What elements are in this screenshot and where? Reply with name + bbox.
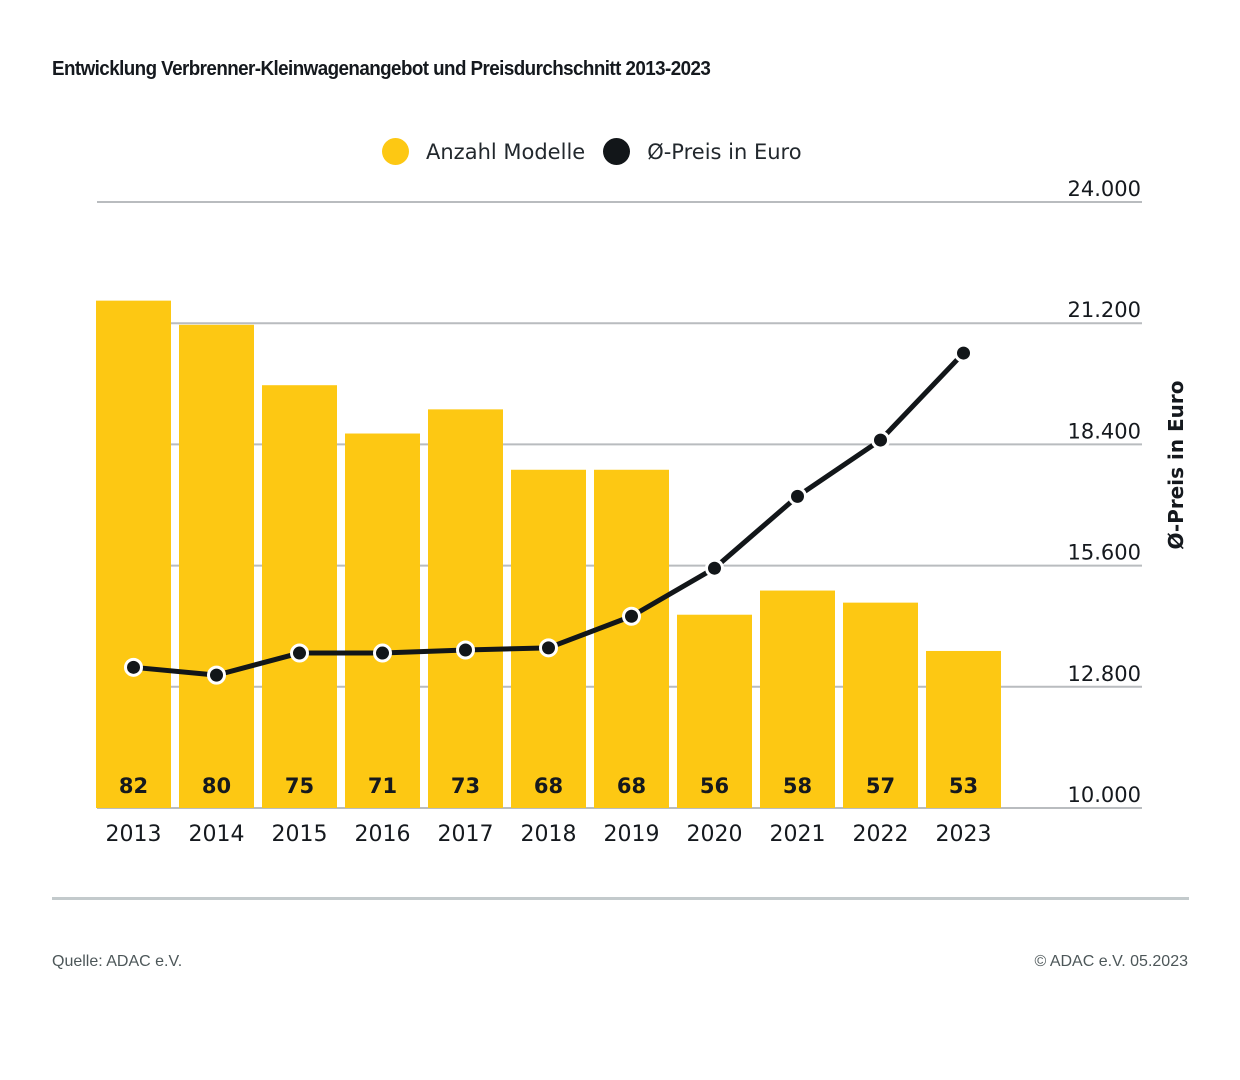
- bar-2016: [345, 433, 420, 808]
- x-tick-label: 2014: [189, 822, 245, 847]
- legend-item-price: Ø-Preis in Euro: [603, 138, 802, 165]
- bar-data-label: 73: [451, 774, 480, 798]
- bar-2017: [428, 409, 503, 808]
- bar-2023: [926, 650, 1001, 808]
- price-point-2023: [954, 343, 973, 363]
- price-point-2015: [290, 643, 309, 663]
- footer-divider: [52, 897, 1189, 900]
- bar-data-label: 82: [119, 774, 148, 798]
- x-tick-label: 2017: [438, 822, 494, 847]
- price-point-2017: [456, 640, 475, 660]
- bar-2022: [843, 602, 918, 808]
- bar-2015: [262, 385, 337, 808]
- x-tick-label: 2022: [853, 822, 909, 847]
- x-tick-label: 2020: [687, 822, 743, 847]
- y-tick-label: 15.600: [1068, 541, 1141, 565]
- y-tick-label: 21.200: [1068, 298, 1141, 322]
- bar-2013: [96, 300, 171, 808]
- x-tick-label: 2018: [521, 822, 577, 847]
- price-point-2021: [788, 486, 807, 506]
- price-point-2016: [373, 643, 392, 663]
- bar-data-label: 68: [534, 774, 563, 798]
- legend-label-price: Ø-Preis in Euro: [647, 139, 802, 164]
- bar-data-label: 56: [700, 774, 729, 798]
- bar-data-label: 80: [202, 774, 231, 798]
- x-tick-label: 2021: [770, 822, 826, 847]
- legend-swatch-models: [382, 138, 409, 165]
- legend-label-models: Anzahl Modelle: [426, 139, 586, 164]
- price-point-2014: [207, 665, 226, 685]
- copyright-note: © ADAC e.V. 05.2023: [1034, 953, 1188, 970]
- y-tick-label: 10.000: [1068, 783, 1141, 807]
- bar-2014: [179, 324, 254, 808]
- x-tick-label: 2016: [355, 822, 411, 847]
- legend-item-models: Anzahl Modelle: [382, 138, 585, 165]
- price-point-2019: [622, 606, 641, 626]
- x-tick-label: 2015: [272, 822, 328, 847]
- x-tick-label: 2013: [106, 822, 162, 847]
- price-point-2020: [705, 558, 724, 578]
- chart-plot: 10.000 12.800 15.600 18.400 21.200 24.000 82 20…: [96, 177, 1188, 847]
- bar-2020: [677, 614, 752, 808]
- price-point-2018: [539, 638, 558, 658]
- bar-data-label: 71: [368, 774, 397, 798]
- y-tick-label: 12.800: [1068, 662, 1141, 686]
- x-tick-label: 2023: [936, 822, 992, 847]
- bar-data-label: 58: [783, 774, 812, 798]
- price-point-2013: [124, 657, 143, 677]
- bar-data-label: 53: [949, 774, 978, 798]
- bar-data-label: 75: [285, 774, 314, 798]
- legend-swatch-price: [603, 138, 631, 165]
- bar-data-label: 68: [617, 774, 646, 798]
- legend: Anzahl Modelle Ø-Preis in Euro: [382, 138, 820, 165]
- chart-title: Entwicklung Verbrenner-Kleinwagenangebot…: [52, 58, 711, 80]
- y-tick-label: 24.000: [1068, 177, 1141, 201]
- bar-2021: [760, 590, 835, 808]
- y-axis-label: Ø-Preis in Euro: [1164, 380, 1188, 549]
- bar-data-label: 57: [866, 774, 895, 798]
- y-tick-label: 18.400: [1068, 419, 1141, 443]
- price-point-2022: [871, 430, 890, 450]
- source-note: Quelle: ADAC e.V.: [52, 953, 183, 970]
- x-tick-label: 2019: [604, 822, 660, 847]
- bar-2019: [594, 469, 669, 808]
